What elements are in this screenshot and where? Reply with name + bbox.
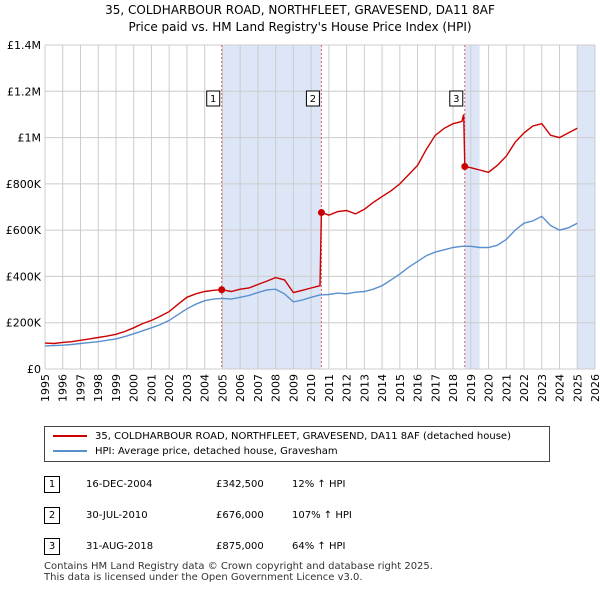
x-tick-label: 2020 — [483, 374, 496, 402]
shaded-band-1 — [221, 45, 322, 369]
y-tick-label: £1.2M — [7, 85, 41, 98]
sale-price: £676,000 — [216, 510, 264, 521]
x-tick-label: 2024 — [554, 374, 567, 402]
x-tick-label: 2021 — [500, 374, 513, 402]
x-tick-label: 2000 — [128, 374, 141, 402]
x-tick-label: 2018 — [447, 374, 460, 402]
price-chart: £0 £200K £400K £600K £800K £1M £1.2M £1.4M 1995 1… — [6, 39, 600, 402]
property-price-line — [44, 114, 578, 345]
legend-property-label: 35, COLDHARBOUR ROAD, NORTHFLEET, GRAVES… — [95, 431, 511, 442]
x-tick-label: 2014 — [376, 374, 389, 402]
x-tick-label: 2011 — [323, 374, 336, 402]
x-tick-label: 2006 — [234, 374, 247, 402]
x-tick-label: 2013 — [358, 374, 371, 402]
x-tick-label: 2010 — [305, 374, 318, 402]
y-tick-label: £1.4M — [7, 39, 41, 52]
sale-label-box-3 — [449, 90, 464, 107]
x-tick-label: 2001 — [145, 374, 158, 402]
shaded-band-3 — [577, 45, 595, 369]
x-tick-label: 2002 — [163, 374, 176, 402]
sale-label-box-2 — [305, 90, 320, 107]
sale-number: 2 — [44, 507, 60, 524]
sale-date: 31-AUG-2018 — [86, 541, 154, 552]
sale-number: 1 — [44, 476, 60, 493]
x-tick-label: 2003 — [181, 374, 194, 402]
x-tick-label: 2015 — [394, 374, 407, 402]
title-line-2: Price paid vs. HM Land Registry's House … — [128, 20, 472, 34]
x-tick-label: 2007 — [252, 374, 265, 402]
x-tick-label: 1998 — [92, 374, 105, 402]
x-tick-label: 1996 — [57, 374, 70, 402]
sale-label-text-3: 3 — [453, 94, 459, 105]
x-tick-label: 1997 — [74, 374, 87, 402]
y-tick-label: £800K — [6, 178, 42, 191]
legend-item-hpi: HPI: Average price, detached house, Grav… — [53, 445, 338, 459]
sale-number: 3 — [44, 538, 60, 555]
legend-hpi-swatch — [53, 450, 87, 452]
footer-licence: This data is licensed under the Open Gov… — [44, 572, 363, 583]
footer-copyright: Contains HM Land Registry data © Crown c… — [44, 561, 433, 572]
x-tick-label: 2004 — [199, 374, 212, 402]
x-tick-label: 2019 — [465, 374, 478, 402]
chart-title: 35, COLDHARBOUR ROAD, NORTHFLEET, GRAVES… — [0, 2, 600, 36]
y-tick-label: £1M — [18, 132, 42, 145]
x-tick-label: 2009 — [287, 374, 300, 402]
x-tick-label: 2012 — [341, 374, 354, 402]
x-tick-label: 2025 — [571, 374, 584, 402]
title-line-1: 35, COLDHARBOUR ROAD, NORTHFLEET, GRAVES… — [105, 3, 495, 17]
legend: 35, COLDHARBOUR ROAD, NORTHFLEET, GRAVES… — [44, 426, 550, 462]
legend-property-swatch — [53, 435, 87, 437]
sale-label-text-2: 2 — [310, 94, 316, 105]
sale-hpi-change: 107% ↑ HPI — [292, 510, 352, 521]
legend-item-property: 35, COLDHARBOUR ROAD, NORTHFLEET, GRAVES… — [53, 430, 511, 444]
y-tick-label: £200K — [6, 317, 42, 330]
x-tick-label: 2016 — [412, 374, 425, 402]
x-tick-label: 2022 — [518, 374, 531, 402]
x-tick-label: 1999 — [110, 374, 123, 402]
sale-hpi-change: 64% ↑ HPI — [292, 541, 346, 552]
sale-price: £342,500 — [216, 479, 264, 490]
x-tick-label: 2023 — [536, 374, 549, 402]
sale-label-box-1 — [206, 90, 221, 107]
sale-marker-3 — [461, 163, 469, 170]
y-tick-label: £600K — [6, 224, 42, 237]
sale-marker-2 — [317, 209, 325, 217]
y-tick-label: £0 — [27, 363, 41, 376]
x-tick-label: 2017 — [429, 374, 442, 402]
x-tick-label: 2026 — [589, 374, 600, 402]
sale-hpi-change: 12% ↑ HPI — [292, 479, 346, 490]
sale-date: 30-JUL-2010 — [86, 510, 148, 521]
hpi-line — [44, 215, 578, 347]
x-tick-label: 2005 — [216, 374, 229, 402]
x-tick-label: 1995 — [39, 374, 52, 402]
shaded-band-2 — [464, 45, 480, 369]
sale-date: 16-DEC-2004 — [86, 479, 153, 490]
x-tick-label: 2008 — [270, 374, 283, 402]
sale-label-text-1: 1 — [210, 94, 216, 105]
footer: Contains HM Land Registry data © Crown c… — [44, 561, 433, 583]
sale-price: £875,000 — [216, 541, 264, 552]
legend-hpi-label: HPI: Average price, detached house, Grav… — [95, 446, 338, 457]
y-tick-label: £400K — [6, 270, 42, 283]
sale-marker-1 — [218, 286, 226, 294]
